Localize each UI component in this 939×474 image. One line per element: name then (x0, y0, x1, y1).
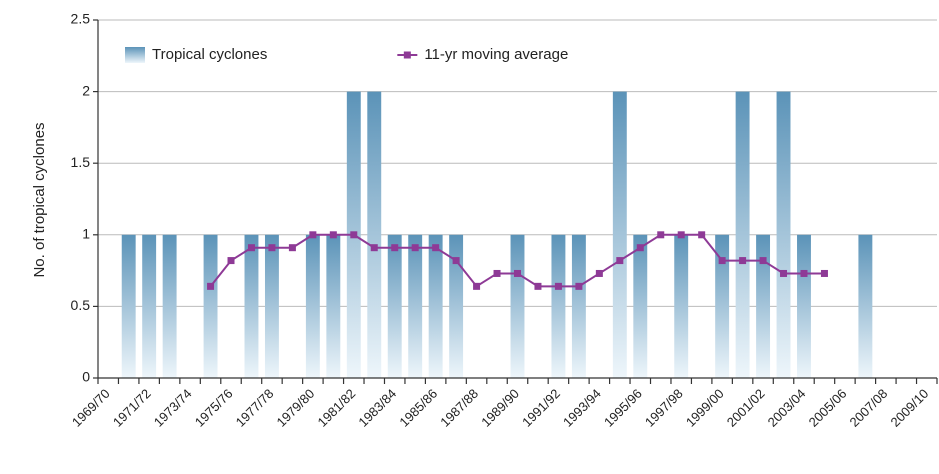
bar (797, 234, 811, 378)
point (207, 282, 215, 290)
point (677, 231, 685, 239)
bar (715, 234, 730, 378)
bar (735, 91, 750, 378)
point (595, 269, 603, 277)
x-tick-label: 1989/90 (478, 386, 522, 430)
x-tick-label: 1971/72 (110, 386, 154, 430)
point (575, 282, 583, 290)
x-tick-label: 1975/76 (192, 386, 236, 430)
point (268, 244, 276, 252)
point (800, 269, 808, 277)
point (309, 231, 317, 239)
x-tick-label: 2001/02 (724, 386, 768, 430)
bar (162, 234, 177, 378)
x-tick-label: 1969/70 (69, 386, 113, 430)
point (534, 282, 542, 290)
point (350, 231, 358, 239)
point (514, 269, 521, 277)
x-tick-label: 2005/06 (806, 386, 850, 430)
bar (858, 234, 873, 378)
point (780, 269, 788, 277)
point (718, 257, 726, 265)
bar (510, 234, 525, 378)
point (820, 269, 828, 277)
x-tick-label: 1997/98 (642, 386, 686, 430)
point (329, 231, 337, 239)
legend-swatch (403, 51, 411, 59)
bar (387, 234, 402, 378)
point (636, 244, 644, 252)
y-tick-label: 1 (82, 226, 90, 242)
bar (612, 91, 627, 378)
point (452, 257, 460, 265)
point (759, 257, 767, 265)
x-tick-label: 1985/86 (396, 386, 440, 430)
y-tick-label: 2 (82, 82, 90, 98)
y-tick-label: 0.5 (71, 297, 91, 313)
bar (674, 234, 689, 378)
bar (121, 234, 136, 378)
bar (244, 234, 259, 378)
legend-swatch (125, 47, 145, 63)
y-tick-label: 0 (82, 369, 90, 385)
y-axis-label: No. of tropical cyclones (31, 122, 48, 277)
point (227, 257, 235, 265)
bar (756, 234, 771, 378)
bar (428, 234, 443, 378)
bar (203, 234, 218, 378)
point (739, 257, 747, 265)
point (616, 257, 624, 265)
x-tick-label: 2007/08 (847, 386, 891, 430)
legend-label: 11-yr moving average (424, 46, 568, 63)
x-tick-label: 1977/78 (233, 386, 277, 430)
y-tick-label: 2.5 (71, 11, 91, 27)
point (370, 244, 378, 252)
y-tick-label: 1.5 (71, 154, 91, 170)
point (247, 244, 255, 252)
x-tick-label: 1973/74 (151, 386, 195, 430)
bar (633, 234, 648, 378)
point (411, 244, 419, 252)
x-tick-label: 1981/82 (315, 386, 359, 430)
bar (326, 234, 341, 378)
point (473, 282, 481, 290)
bar (449, 234, 464, 378)
x-tick-label: 1995/96 (601, 386, 645, 430)
bar (408, 234, 423, 378)
bar (367, 91, 382, 378)
point (698, 231, 706, 239)
x-tick-label: 1993/94 (560, 386, 604, 430)
x-tick-label: 2003/04 (765, 386, 809, 430)
bar (305, 234, 320, 378)
point (432, 244, 440, 252)
x-tick-label: 1999/00 (683, 386, 727, 430)
x-tick-label: 1991/92 (519, 386, 563, 430)
bar (142, 234, 157, 378)
point (657, 231, 665, 239)
x-tick-label: 1987/88 (437, 386, 481, 430)
bar (264, 234, 279, 378)
point (554, 282, 562, 290)
x-tick-label: 1983/84 (355, 386, 399, 430)
bar (551, 234, 566, 378)
point (493, 269, 501, 277)
legend-label: Tropical cyclones (152, 46, 267, 63)
x-tick-label: 2009/10 (887, 386, 931, 430)
point (288, 244, 296, 252)
bar (776, 91, 791, 378)
point (391, 244, 399, 252)
x-tick-label: 1979/80 (274, 386, 318, 430)
bar (571, 234, 586, 378)
